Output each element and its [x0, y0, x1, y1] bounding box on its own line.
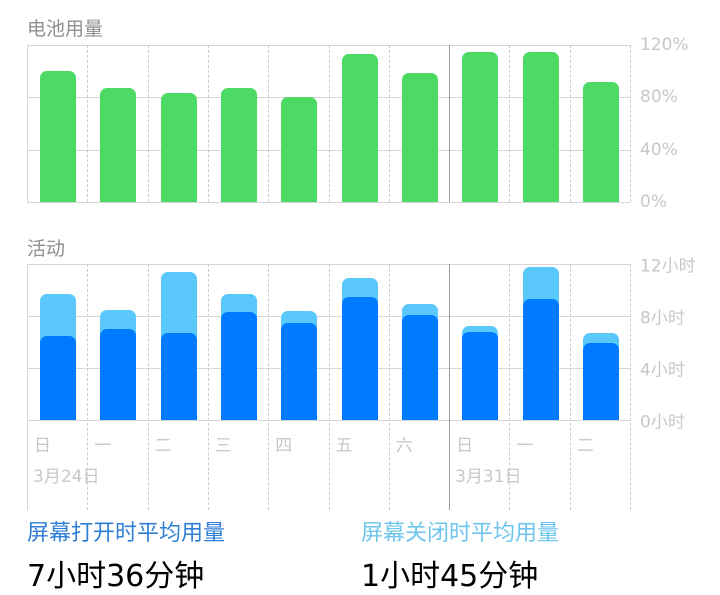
- gridline-vertical: [207, 264, 209, 510]
- screen-on-bar[interactable]: [462, 331, 499, 420]
- screen-on-bar[interactable]: [100, 329, 137, 420]
- gridline-vertical: [388, 264, 390, 510]
- gridline-vertical: [630, 45, 631, 202]
- activity-title: 活动: [27, 238, 66, 260]
- gridline-vertical: [509, 45, 511, 202]
- axis-line-left: [27, 45, 28, 202]
- gridline-vertical: [268, 45, 270, 202]
- battery-usage-title: 电池用量: [27, 18, 104, 40]
- y-tick-label: 12小时: [640, 256, 696, 277]
- screen-on-bar[interactable]: [582, 343, 619, 420]
- gridline-vertical: [207, 45, 209, 202]
- x-tick-label: 五: [335, 436, 353, 456]
- x-tick-label: 一: [516, 436, 534, 456]
- screen-off-label: 屏幕关闭时平均用量: [361, 521, 560, 546]
- screen-on-bar[interactable]: [221, 312, 257, 420]
- gridline-vertical: [87, 45, 89, 202]
- gridline-vertical: [87, 264, 89, 510]
- gridline-horizontal: [27, 202, 630, 203]
- x-tick-label: 日: [456, 436, 474, 456]
- battery-bar[interactable]: [462, 51, 499, 202]
- battery-bar[interactable]: [40, 71, 77, 202]
- gridline-vertical: [147, 264, 149, 510]
- battery-bar[interactable]: [522, 51, 559, 202]
- y-tick-label: 120%: [640, 35, 689, 55]
- x-tick-label: 二: [154, 436, 172, 456]
- gridline-vertical: [328, 45, 330, 202]
- x-tick-label: 四: [275, 436, 293, 456]
- activity-chart[interactable]: [27, 264, 631, 510]
- screen-off-value: 1小时45分钟: [361, 559, 539, 594]
- battery-bar[interactable]: [582, 81, 619, 202]
- gridline-vertical: [569, 264, 571, 510]
- battery-bar[interactable]: [160, 93, 197, 202]
- gridline-vertical: [509, 264, 511, 510]
- y-tick-label: 40%: [640, 139, 678, 160]
- screen-on-bar[interactable]: [160, 332, 197, 420]
- screen-on-bar[interactable]: [40, 335, 77, 420]
- week-date-label: 3月24日: [33, 467, 100, 487]
- screen-on-bar[interactable]: [341, 296, 378, 420]
- gridline-vertical: [268, 264, 270, 510]
- x-tick-label: 六: [395, 436, 413, 456]
- axis-line-left: [27, 264, 28, 510]
- gridline-vertical: [630, 264, 631, 510]
- gridline-vertical: [328, 264, 330, 510]
- battery-bar[interactable]: [221, 88, 257, 202]
- x-tick-label: 一: [94, 436, 112, 456]
- gridline-vertical: [388, 45, 390, 202]
- y-tick-label: 80%: [640, 87, 678, 108]
- screen-on-bar[interactable]: [401, 314, 438, 420]
- screen-on-value: 7小时36分钟: [27, 559, 205, 594]
- gridline-vertical: [569, 45, 571, 202]
- screen-on-bar[interactable]: [281, 322, 318, 420]
- battery-bar[interactable]: [341, 54, 378, 202]
- week-divider: [449, 45, 451, 202]
- screen-on-bar[interactable]: [522, 299, 559, 420]
- battery-bar[interactable]: [100, 88, 137, 202]
- x-tick-label: 日: [34, 436, 51, 456]
- gridline-vertical: [147, 45, 149, 202]
- x-tick-label: 二: [576, 436, 594, 456]
- y-tick-label: 0%: [640, 192, 667, 212]
- battery-bar[interactable]: [401, 72, 438, 202]
- x-tick-label: 三: [214, 436, 232, 456]
- screen-on-label: 屏幕打开时平均用量: [27, 521, 226, 546]
- y-tick-label: 0小时: [640, 412, 685, 433]
- week-date-label: 3月31日: [455, 467, 522, 487]
- battery-usage-chart[interactable]: [27, 45, 631, 203]
- y-tick-label: 8小时: [640, 308, 685, 329]
- y-tick-label: 4小时: [640, 360, 685, 381]
- battery-bar[interactable]: [281, 97, 318, 202]
- week-divider: [449, 264, 451, 510]
